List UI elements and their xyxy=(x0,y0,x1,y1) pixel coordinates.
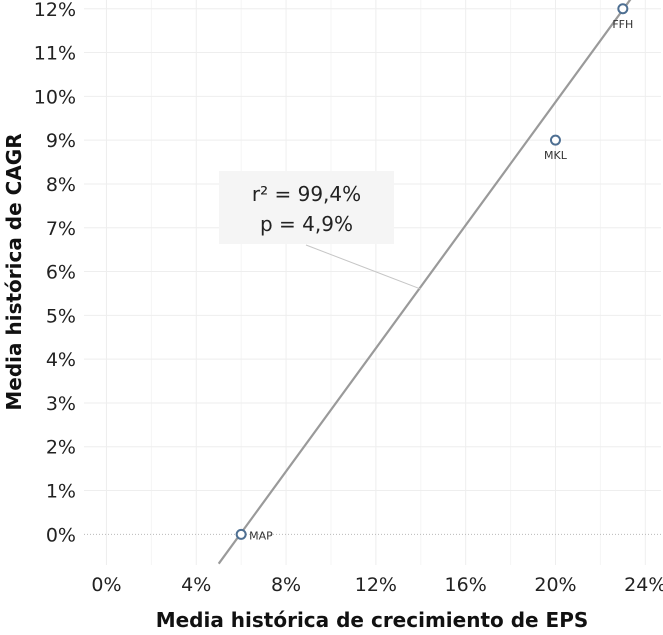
annotation-box: r² = 99,4% p = 4,9% xyxy=(219,171,394,244)
x-tick-label: 8% xyxy=(271,574,301,596)
annotation-r-squared: r² = 99,4% xyxy=(252,182,361,206)
x-tick-label: 12% xyxy=(355,574,397,596)
x-tick-label: 24% xyxy=(624,574,663,596)
y-axis-ticks: 0% 1% 2% 3% 4% 5% 6% 7% 8% 9% 10% 11% 12% xyxy=(34,0,76,546)
annotation-p-value: p = 4,9% xyxy=(260,212,353,236)
annotation-leader-line xyxy=(305,244,421,290)
y-tick-label: 12% xyxy=(34,0,76,21)
data-point-mkl xyxy=(549,134,561,146)
y-tick-label: 9% xyxy=(46,130,76,152)
x-tick-label: 20% xyxy=(534,574,576,596)
x-tick-label: 16% xyxy=(445,574,487,596)
y-tick-label: 0% xyxy=(46,524,76,546)
x-axis-ticks: 0% 4% 8% 12% 16% 20% 24% xyxy=(91,574,663,596)
y-tick-label: 2% xyxy=(46,437,76,459)
y-tick-label: 8% xyxy=(46,174,76,196)
x-tick-label: 4% xyxy=(181,574,211,596)
data-points: MAP MKL FFH xyxy=(235,3,633,542)
data-point-label-map: MAP xyxy=(249,529,273,542)
annotation-background xyxy=(219,171,394,244)
y-axis-title: Media histórica de CAGR xyxy=(2,133,26,410)
data-point-map xyxy=(235,528,247,540)
y-tick-label: 5% xyxy=(46,305,76,327)
y-tick-label: 6% xyxy=(46,262,76,284)
data-point-ffh xyxy=(617,3,629,15)
y-tick-label: 11% xyxy=(34,43,76,65)
y-tick-label: 10% xyxy=(34,86,76,108)
data-point-label-ffh: FFH xyxy=(612,18,633,31)
y-tick-label: 4% xyxy=(46,349,76,371)
data-point-label-mkl: MKL xyxy=(544,149,568,162)
grid xyxy=(84,0,661,565)
x-tick-label: 0% xyxy=(91,574,121,596)
y-tick-label: 7% xyxy=(46,218,76,240)
trendline xyxy=(217,0,632,565)
y-tick-label: 3% xyxy=(46,393,76,415)
x-axis-title: Media histórica de crecimiento de EPS xyxy=(156,608,589,632)
y-tick-label: 1% xyxy=(46,481,76,503)
